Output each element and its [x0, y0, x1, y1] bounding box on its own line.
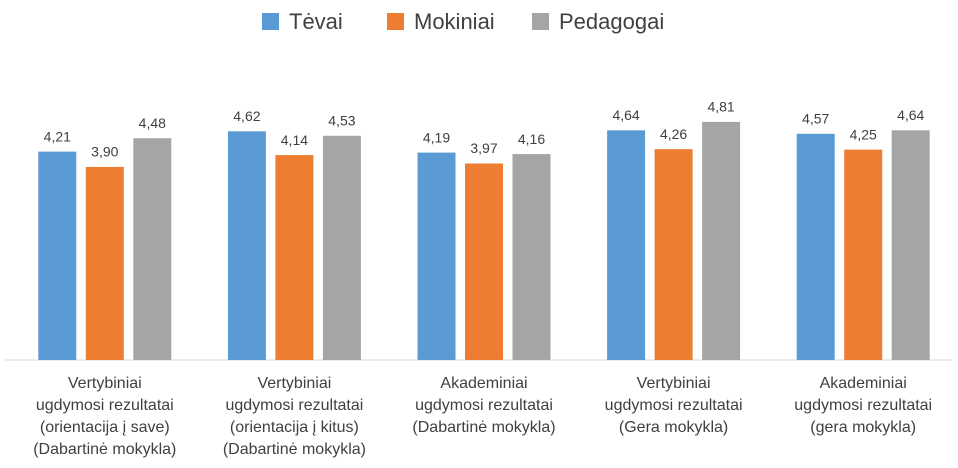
data-label: 4,26	[660, 126, 687, 142]
bar	[891, 130, 930, 360]
bar	[85, 166, 124, 360]
data-label: 4,62	[233, 108, 260, 124]
data-label: 4,21	[44, 128, 71, 144]
x-tick-label: Vertybiniai ugdymosi rezultatai (Gera mo…	[604, 375, 743, 436]
data-label: 4,19	[423, 129, 450, 145]
legend-label: Mokiniai	[414, 9, 495, 34]
data-label: 4,14	[281, 132, 308, 148]
legend-swatch	[532, 13, 549, 30]
bar	[844, 149, 883, 360]
bar	[227, 131, 266, 360]
bar	[654, 149, 693, 360]
data-label: 4,64	[612, 107, 639, 123]
bar	[133, 138, 172, 360]
bar	[417, 152, 456, 360]
data-label: 3,90	[91, 144, 118, 160]
data-label: 4,81	[707, 99, 734, 115]
data-label: 4,53	[328, 112, 355, 128]
legend-swatch	[387, 13, 404, 30]
x-tick-label: Vertybiniai ugdymosi rezultatai (orienta…	[222, 375, 366, 458]
data-label: 4,25	[850, 126, 877, 142]
bar	[702, 121, 741, 360]
bar	[275, 155, 314, 360]
legend-swatch	[262, 13, 279, 30]
data-label: 4,64	[897, 107, 924, 123]
data-label: 4,48	[139, 115, 166, 131]
x-tick-label: Akademiniai ugdymosi rezultatai (gera mo…	[794, 375, 933, 436]
bar	[38, 151, 77, 360]
bar	[607, 130, 646, 360]
data-label: 3,97	[470, 140, 497, 156]
bar	[465, 163, 503, 360]
legend-label: Tėvai	[289, 9, 343, 34]
bar	[512, 154, 551, 360]
x-tick-label: Vertybiniai ugdymosi rezultatai (orienta…	[33, 375, 177, 458]
legend-label: Pedagogai	[559, 9, 664, 34]
bar	[322, 135, 361, 360]
x-tick-label: Akademiniai ugdymosi rezultatai (Dabarti…	[412, 375, 556, 436]
data-label: 4,16	[518, 131, 545, 147]
data-label: 4,57	[802, 110, 829, 126]
bar	[796, 133, 835, 360]
